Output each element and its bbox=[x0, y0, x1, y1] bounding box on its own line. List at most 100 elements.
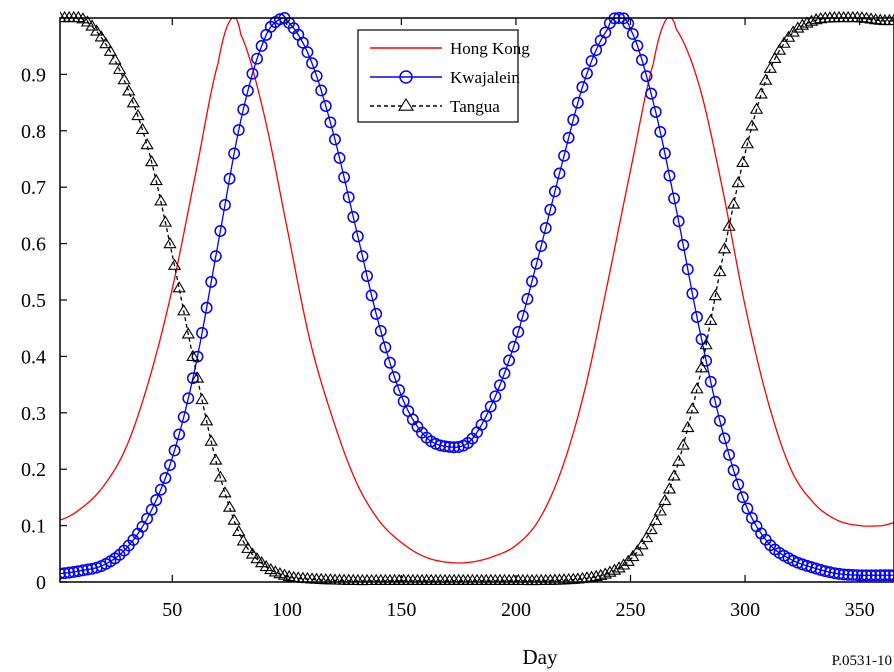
data-point-tangua bbox=[649, 513, 663, 526]
y-tick-label: 0.9 bbox=[21, 64, 46, 86]
data-point-tangua bbox=[754, 87, 768, 99]
data-point-tangua bbox=[80, 15, 95, 27]
data-point-tangua bbox=[584, 570, 599, 582]
data-point-tangua bbox=[644, 522, 658, 535]
legend-label-tangua: Tangua bbox=[450, 97, 500, 116]
data-point-tangua bbox=[158, 215, 173, 227]
y-tick-label: 0.8 bbox=[21, 121, 46, 143]
data-point-tangua bbox=[704, 313, 718, 325]
data-point-kwajalein bbox=[205, 275, 218, 288]
data-point-kwajalein bbox=[81, 563, 94, 576]
data-point-kwajalein bbox=[310, 70, 323, 83]
data-point-tangua bbox=[887, 13, 894, 25]
data-point-tangua bbox=[594, 568, 608, 580]
legend-label-kwajalein: Kwajalein bbox=[450, 68, 520, 87]
data-point-kwajalein bbox=[209, 250, 222, 263]
data-point-kwajalein bbox=[443, 440, 456, 453]
data-point-kwajalein bbox=[503, 354, 516, 367]
data-point-tangua bbox=[809, 12, 823, 25]
data-point-kwajalein bbox=[154, 483, 167, 496]
data-point-kwajalein bbox=[865, 569, 878, 582]
data-point-kwajalein bbox=[214, 225, 227, 237]
data-point-kwajalein bbox=[732, 478, 745, 491]
data-point-kwajalein bbox=[168, 444, 181, 457]
series-tangua bbox=[60, 10, 894, 586]
data-point-kwajalein bbox=[681, 263, 694, 276]
data-point-tangua bbox=[726, 197, 741, 209]
data-point-tangua bbox=[759, 73, 773, 85]
legend: Hong Kong Kwajalein Tangua bbox=[357, 29, 530, 123]
data-point-tangua bbox=[745, 119, 759, 131]
data-point-kwajalein bbox=[306, 57, 318, 70]
data-point-tangua bbox=[616, 558, 631, 570]
data-point-tangua bbox=[612, 561, 626, 573]
data-point-kwajalein bbox=[493, 379, 506, 392]
data-point-kwajalein bbox=[448, 441, 461, 454]
data-point-tangua bbox=[204, 434, 218, 446]
data-point-tangua bbox=[653, 504, 667, 516]
data-point-kwajalein bbox=[365, 289, 378, 302]
data-point-tangua bbox=[154, 194, 168, 206]
data-point-kwajalein bbox=[315, 84, 328, 97]
data-point-kwajalein bbox=[393, 384, 406, 396]
data-point-kwajalein bbox=[691, 311, 703, 323]
data-point-kwajalein bbox=[200, 301, 213, 314]
data-point-tangua bbox=[222, 500, 237, 512]
data-point-tangua bbox=[681, 420, 695, 433]
x-tick-label: 150 bbox=[386, 599, 416, 621]
data-point-kwajalein bbox=[718, 432, 731, 445]
data-point-kwajalein bbox=[356, 250, 369, 263]
data-point-kwajalein bbox=[241, 84, 254, 97]
data-point-kwajalein bbox=[507, 340, 520, 353]
data-point-kwajalein bbox=[562, 131, 575, 144]
data-point-tangua bbox=[667, 469, 681, 481]
data-point-kwajalein bbox=[164, 459, 176, 471]
data-point-tangua bbox=[85, 19, 99, 31]
data-point-tangua bbox=[722, 219, 736, 231]
data-point-kwajalein bbox=[480, 410, 493, 423]
data-point-tangua bbox=[708, 289, 722, 301]
legend-label-hong-kong: Hong Kong bbox=[450, 39, 530, 58]
data-point-tangua bbox=[117, 73, 131, 85]
data-point-kwajalein bbox=[668, 192, 680, 205]
data-point-kwajalein bbox=[60, 567, 66, 580]
data-point-tangua bbox=[731, 176, 745, 188]
data-point-kwajalein bbox=[76, 564, 89, 577]
data-point-tangua bbox=[250, 552, 264, 564]
data-point-tangua bbox=[103, 44, 118, 56]
data-point-kwajalein bbox=[677, 239, 690, 251]
y-tick-label: 0.7 bbox=[21, 177, 46, 199]
data-point-tangua bbox=[112, 62, 127, 74]
data-point-kwajalein bbox=[736, 491, 749, 504]
data-point-kwajalein bbox=[182, 392, 195, 405]
data-point-kwajalein bbox=[823, 566, 836, 579]
data-point-kwajalein bbox=[63, 566, 76, 579]
data-point-kwajalein bbox=[191, 350, 204, 363]
y-tick-label: 0.3 bbox=[21, 403, 46, 425]
data-point-kwajalein bbox=[301, 46, 314, 59]
data-point-tangua bbox=[94, 30, 108, 42]
data-point-kwajalein bbox=[828, 567, 841, 580]
data-point-kwajalein bbox=[576, 81, 589, 94]
data-point-tangua bbox=[181, 327, 195, 339]
data-point-kwajalein bbox=[370, 307, 383, 320]
data-point-kwajalein bbox=[186, 372, 199, 385]
data-point-kwajalein bbox=[177, 411, 190, 423]
data-point-kwajalein bbox=[704, 375, 717, 388]
data-point-kwajalein bbox=[723, 448, 735, 461]
data-point-tangua bbox=[122, 84, 136, 96]
data-point-kwajalein bbox=[654, 125, 667, 138]
data-point-kwajalein bbox=[558, 149, 571, 162]
data-point-tangua bbox=[126, 96, 140, 108]
data-point-tangua bbox=[60, 10, 67, 23]
x-tick-label: 300 bbox=[730, 599, 760, 621]
data-point-kwajalein bbox=[383, 356, 396, 369]
data-point-kwajalein bbox=[246, 67, 259, 80]
data-point-tangua bbox=[736, 155, 750, 168]
y-tick-label: 0.4 bbox=[21, 346, 46, 368]
data-point-tangua bbox=[195, 392, 209, 405]
data-point-tangua bbox=[671, 454, 686, 466]
data-point-kwajalein bbox=[874, 569, 887, 582]
data-point-kwajalein bbox=[219, 199, 231, 211]
data-point-tangua bbox=[598, 567, 612, 579]
